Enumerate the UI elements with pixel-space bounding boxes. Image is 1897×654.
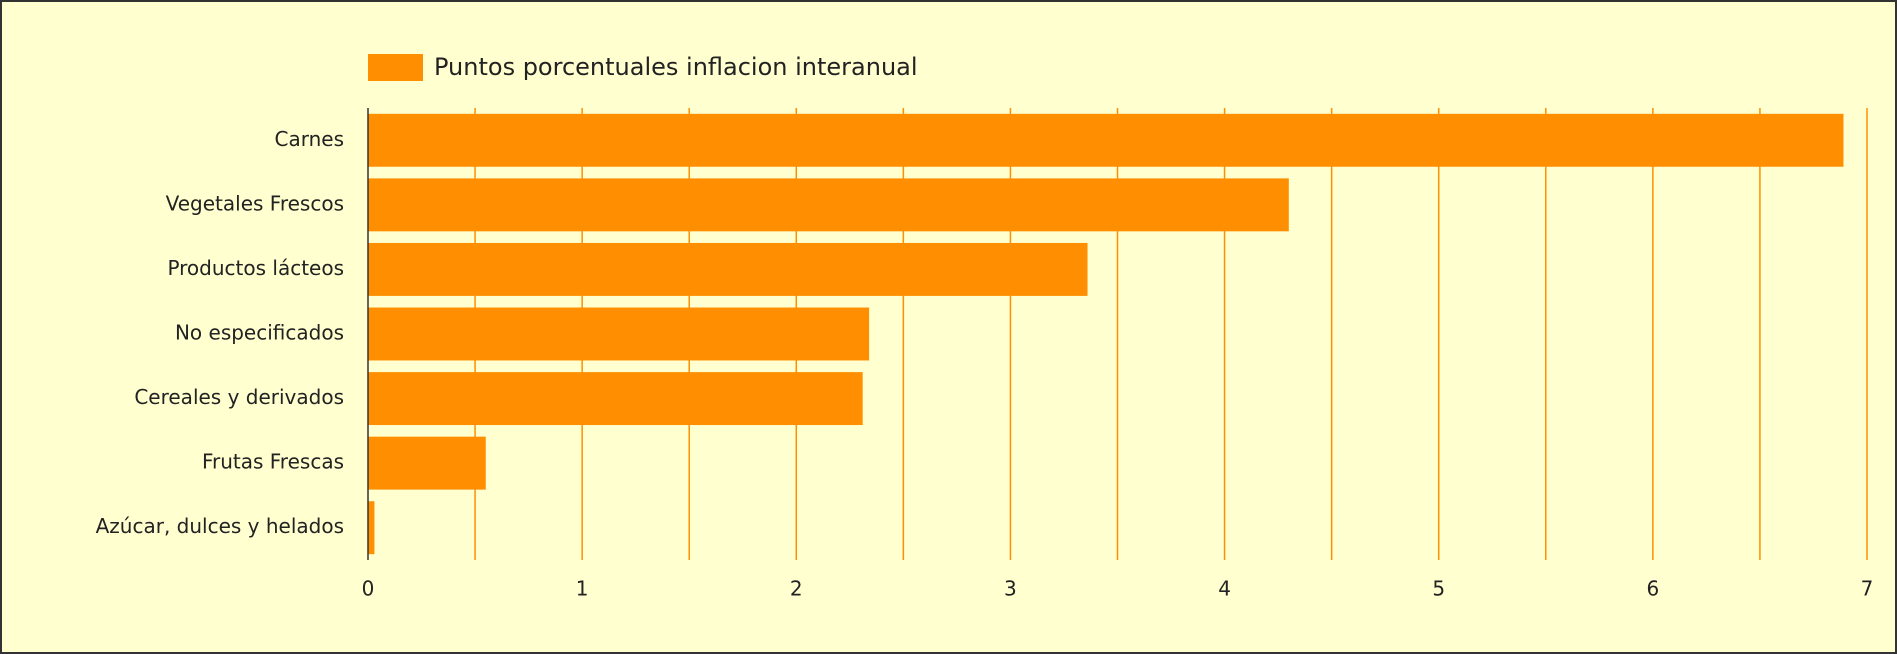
x-tick-label: 4 [1218,577,1231,601]
bar [368,501,375,555]
y-tick-label: Frutas Frescas [202,450,344,474]
bar [368,113,1844,167]
bar [368,436,486,490]
y-tick-label: Vegetales Frescos [166,191,344,215]
x-tick-label: 1 [576,577,589,601]
x-tick-label: 3 [1004,577,1017,601]
y-tick-label: Cereales y derivados [134,385,344,409]
x-tick-label: 2 [790,577,803,601]
bar [368,372,863,426]
bar [368,307,870,361]
x-tick-label: 0 [362,577,375,601]
bar [368,242,1088,296]
bar [368,178,1289,232]
y-tick-label: Carnes [275,127,345,151]
y-tick-label: No especificados [175,321,344,345]
legend-label: Puntos porcentuales inflacion interanual [434,53,918,81]
y-tick-label: Azúcar, dulces y helados [96,514,344,538]
x-tick-label: 7 [1861,577,1874,601]
x-tick-label: 6 [1646,577,1659,601]
y-tick-label: Productos lácteos [167,256,344,280]
x-tick-label: 5 [1432,577,1445,601]
legend-swatch [368,54,423,81]
